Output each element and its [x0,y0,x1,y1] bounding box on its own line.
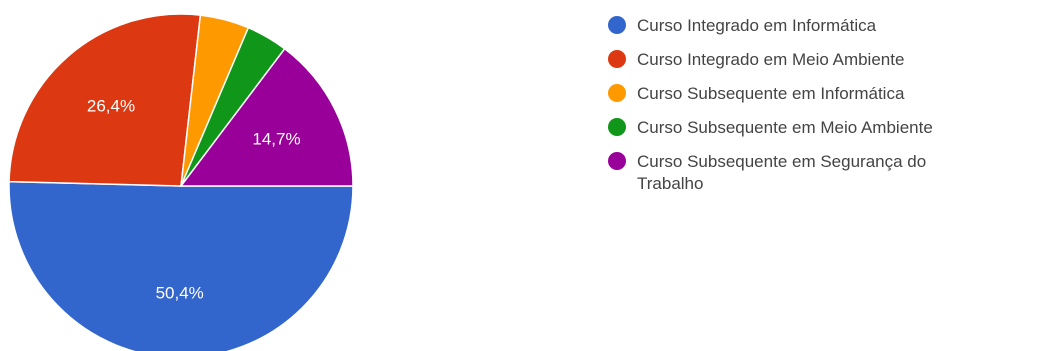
legend-label-2: Curso Integrado em Meio Ambiente [637,50,904,69]
legend-item-3[interactable]: Curso Subsequente em Informática [608,84,905,103]
chart-legend: Curso Integrado em Informática Curso Inte… [608,16,933,193]
pie-data-label-2: 26,4% [87,97,135,116]
legend-label-5-line-1: Curso Subsequente em Segurança do [637,152,926,171]
pie-data-label-1: 50,4% [156,284,204,303]
legend-label-4: Curso Subsequente em Meio Ambiente [637,118,933,137]
pie-slice-5[interactable] [179,47,354,187]
legend-item-4[interactable]: Curso Subsequente em Meio Ambiente [608,118,933,137]
pie-slices [8,13,354,351]
legend-swatch-5 [608,152,626,170]
legend-label-3: Curso Subsequente em Informática [637,84,905,103]
pie-data-label-5: 14,7% [252,130,300,149]
legend-swatch-1 [608,16,626,34]
legend-swatch-2 [608,50,626,68]
legend-swatch-3 [608,84,626,102]
legend-item-5[interactable]: Curso Subsequente em Segurança do Trabalh… [608,152,926,193]
legend-item-2[interactable]: Curso Integrado em Meio Ambiente [608,50,904,69]
legend-item-1[interactable]: Curso Integrado em Informática [608,16,877,35]
legend-label-5-line-2: Trabalho [637,174,703,193]
legend-swatch-4 [608,118,626,136]
pie-slice-2[interactable] [8,13,202,187]
pie-data-labels: 50,4% 26,4% 14,7% [87,97,301,303]
pie-slice-1[interactable] [8,180,354,351]
legend-label-1: Curso Integrado em Informática [637,16,877,35]
